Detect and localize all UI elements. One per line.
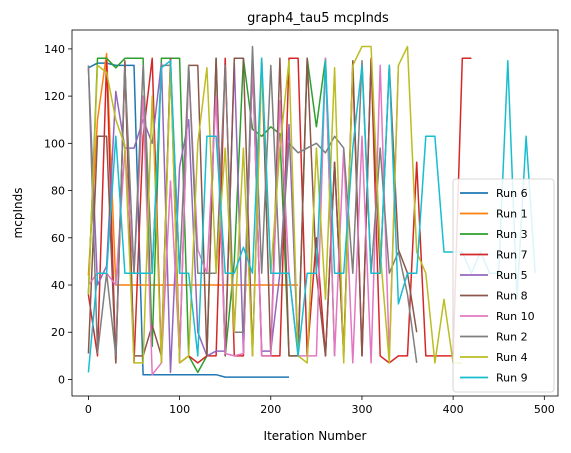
x-tick-label: 500 (534, 403, 555, 416)
legend-entry: Run 7 (496, 249, 528, 262)
y-tick-label: 140 (44, 43, 65, 56)
x-tick-label: 0 (85, 403, 92, 416)
legend: Run 6 Run 1 Run 3 Run 7 Run 5 Run 8 Run 10 Run … (452, 178, 555, 393)
chart-title: graph4_tau5 mcpInds (247, 11, 389, 26)
plot-frame (71, 29, 559, 397)
y-tick-label: 0 (58, 373, 65, 386)
y-axis-ticks: 0 20 40 60 80 100 120 140 (44, 43, 72, 386)
series-line-run-6 (88, 62, 289, 378)
x-tick-label: 300 (351, 403, 372, 416)
series-line-run-7 (87, 57, 472, 364)
legend-entry: Run 8 (496, 290, 528, 303)
series-line-run-4 (87, 45, 463, 364)
y-axis-label: mcpInds (11, 188, 25, 239)
legend-entry: Run 9 (496, 372, 528, 385)
legend-box (452, 178, 555, 393)
legend-entry: Run 1 (496, 208, 528, 221)
y-tick-label: 80 (51, 185, 65, 198)
legend-entry: Run 5 (496, 269, 528, 282)
x-tick-label: 100 (169, 403, 190, 416)
series-line-run-10 (87, 57, 400, 376)
x-axis-label: Iteration Number (264, 429, 367, 443)
legend-entry: Run 10 (496, 310, 535, 323)
legend-entry: Run 4 (496, 351, 528, 364)
y-tick-label: 40 (51, 279, 65, 292)
legend-entry: Run 6 (496, 187, 528, 200)
series-line-run-1 (87, 52, 299, 286)
x-tick-label: 200 (260, 403, 281, 416)
y-tick-label: 60 (51, 232, 65, 245)
series-line-run-2 (87, 45, 418, 363)
y-tick-label: 100 (44, 137, 65, 150)
legend-entry: Run 3 (496, 228, 528, 241)
legend-entry: Run 2 (496, 331, 528, 344)
y-tick-label: 120 (44, 90, 65, 103)
y-tick-label: 20 (51, 326, 65, 339)
x-tick-label: 400 (443, 403, 464, 416)
x-axis-ticks: 0 100 200 300 400 500 (85, 396, 555, 416)
